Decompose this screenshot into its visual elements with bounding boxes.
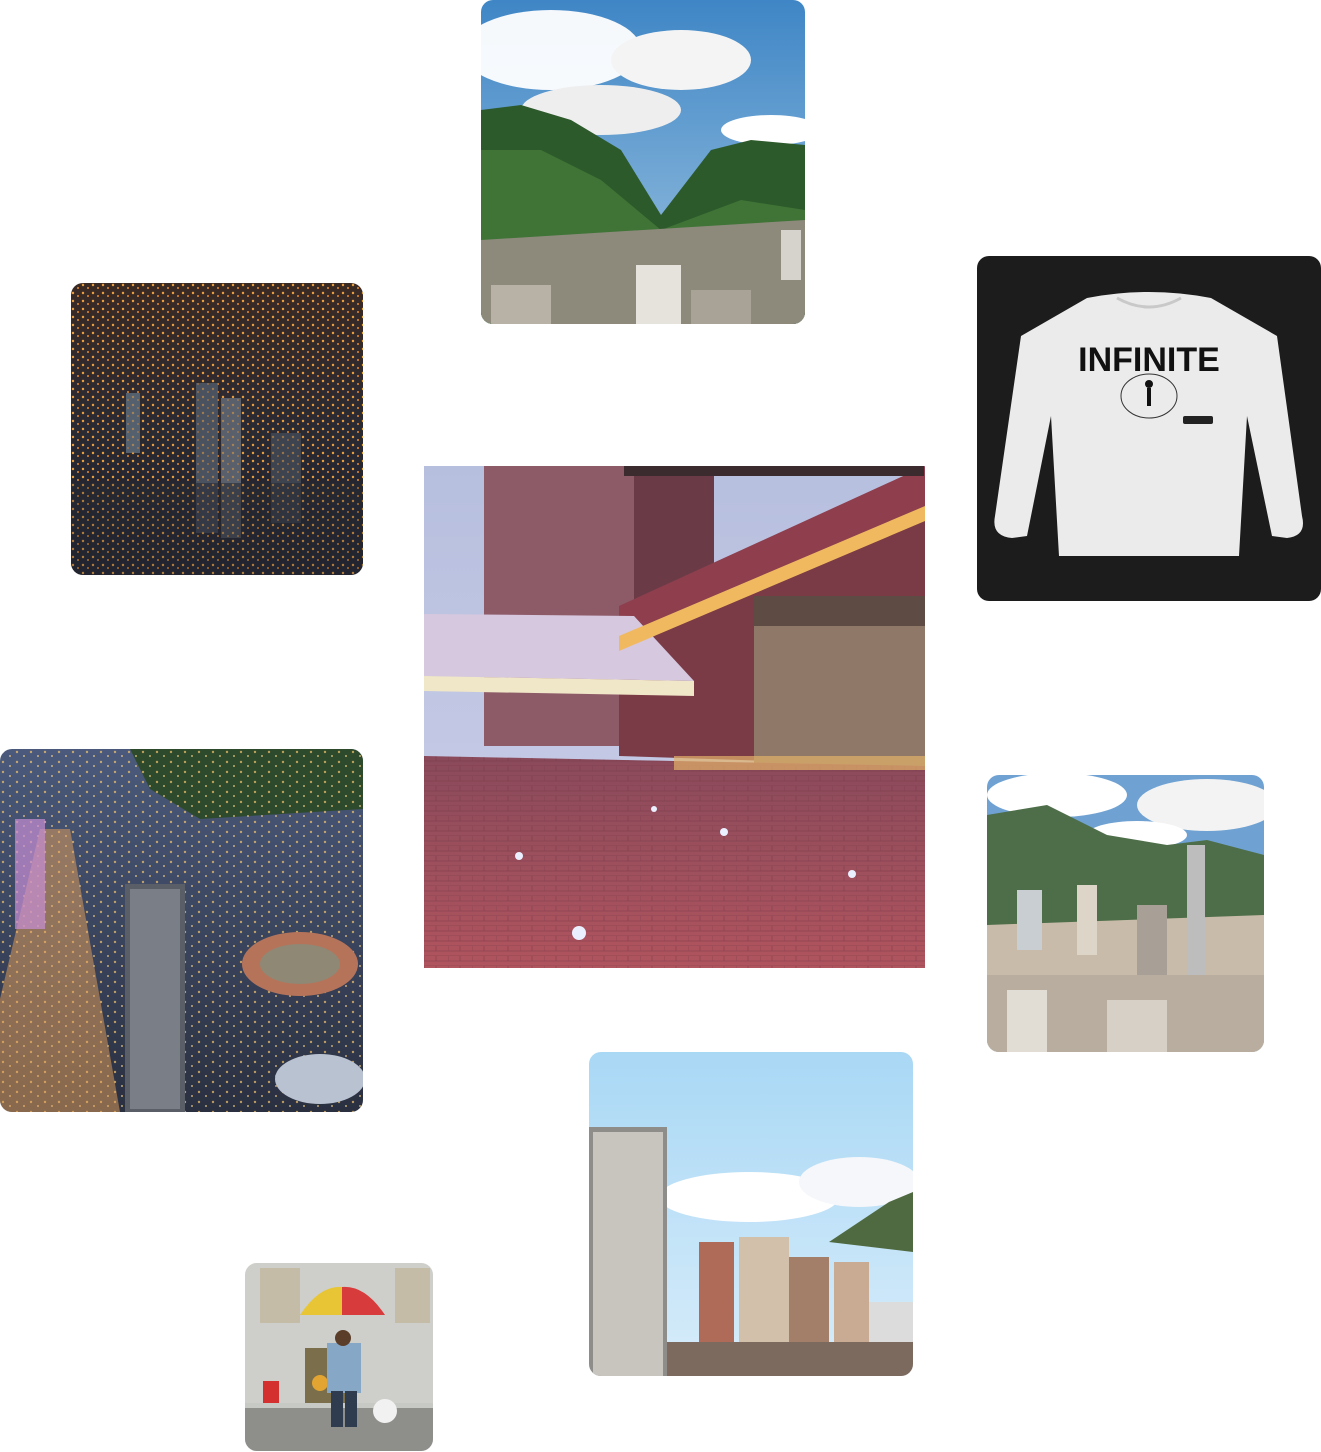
photo-hotel <box>424 466 925 968</box>
photo-bullring <box>0 749 363 1112</box>
photo-night-city <box>71 283 363 575</box>
photo-mountains <box>481 0 805 324</box>
photo-shirt: INFINITE <box>977 256 1321 601</box>
photo-vendor <box>245 1263 433 1451</box>
photo-towers <box>589 1052 913 1376</box>
shirt-headline: INFINITE <box>1078 341 1220 379</box>
photo-skyline <box>987 775 1264 1052</box>
